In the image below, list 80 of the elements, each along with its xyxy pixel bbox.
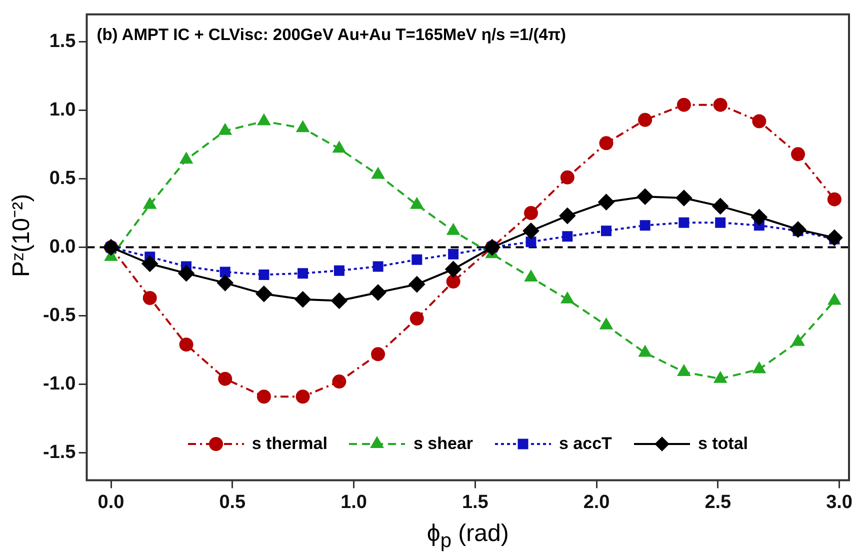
point — [445, 261, 462, 278]
y-tick-label: 1.0 — [49, 100, 76, 121]
point — [678, 217, 690, 228]
legend-label: s shear — [413, 434, 473, 454]
point — [256, 286, 272, 302]
point — [180, 152, 192, 164]
point — [828, 294, 841, 305]
point — [371, 347, 386, 362]
point — [448, 248, 459, 260]
point — [640, 220, 650, 231]
y-tick-label: 1.5 — [49, 31, 76, 52]
x-tick-label: 0.5 — [219, 492, 246, 513]
point — [218, 372, 232, 386]
legend-label: s thermal — [252, 434, 328, 454]
point — [142, 256, 158, 272]
point — [791, 147, 806, 162]
point — [599, 136, 614, 150]
point — [334, 265, 344, 276]
point — [370, 284, 386, 301]
point — [296, 390, 310, 404]
y-tick-label: 0.5 — [49, 168, 76, 190]
point — [178, 265, 194, 282]
point — [410, 198, 424, 209]
point — [676, 190, 692, 206]
point — [560, 170, 574, 184]
point — [524, 206, 538, 220]
point — [637, 188, 654, 205]
point — [522, 222, 539, 239]
text: (b) AMPT IC + CLVisc: 200GeV Au+Au T=165MeV η/s =1/(4π) — [96, 26, 566, 46]
point — [332, 374, 346, 389]
legend-label: s total — [698, 434, 748, 454]
point — [598, 194, 614, 210]
point — [601, 226, 612, 236]
point — [296, 121, 309, 132]
point — [372, 261, 384, 272]
x-tick-label: 0.0 — [98, 492, 124, 513]
point — [827, 192, 842, 206]
point — [715, 217, 726, 228]
point — [298, 268, 308, 279]
y-tick-label: -1.0 — [42, 374, 76, 395]
point — [712, 198, 728, 214]
y-tick-label: 0.0 — [49, 236, 76, 258]
x-tick-label: 3.0 — [826, 492, 852, 513]
point — [408, 276, 425, 292]
x-tick-label: 1.0 — [340, 492, 367, 513]
point — [713, 98, 728, 112]
y-axis-title: Pᶻ(10⁻²) — [8, 193, 36, 277]
point — [333, 142, 346, 153]
point — [752, 114, 766, 128]
point — [826, 230, 842, 246]
x-tick-label: 1.5 — [462, 492, 489, 513]
point — [258, 269, 270, 280]
point — [412, 254, 422, 265]
point — [446, 274, 460, 289]
point — [218, 124, 232, 135]
point — [562, 231, 573, 242]
x-axis-title: ϕ$_{p}$ (rad) — [426, 520, 510, 553]
point — [447, 224, 460, 235]
point — [142, 290, 157, 305]
x-tick-label: 2.0 — [583, 492, 610, 513]
y-tick-label: -0.5 — [42, 305, 76, 326]
point — [256, 390, 271, 404]
point — [220, 266, 230, 278]
y-tick-label: -1.5 — [42, 442, 76, 464]
point — [372, 168, 384, 179]
point — [144, 198, 156, 209]
legend-label: s accT — [559, 434, 612, 454]
point — [258, 114, 270, 126]
point — [217, 274, 234, 291]
point — [410, 312, 424, 326]
point — [179, 338, 194, 352]
point — [331, 292, 348, 309]
point — [559, 208, 576, 224]
point — [790, 221, 806, 238]
point — [751, 209, 768, 226]
point — [526, 236, 536, 248]
point — [638, 112, 652, 127]
x-tick-label: 2.5 — [704, 492, 732, 513]
point — [294, 291, 311, 308]
point — [676, 98, 691, 112]
